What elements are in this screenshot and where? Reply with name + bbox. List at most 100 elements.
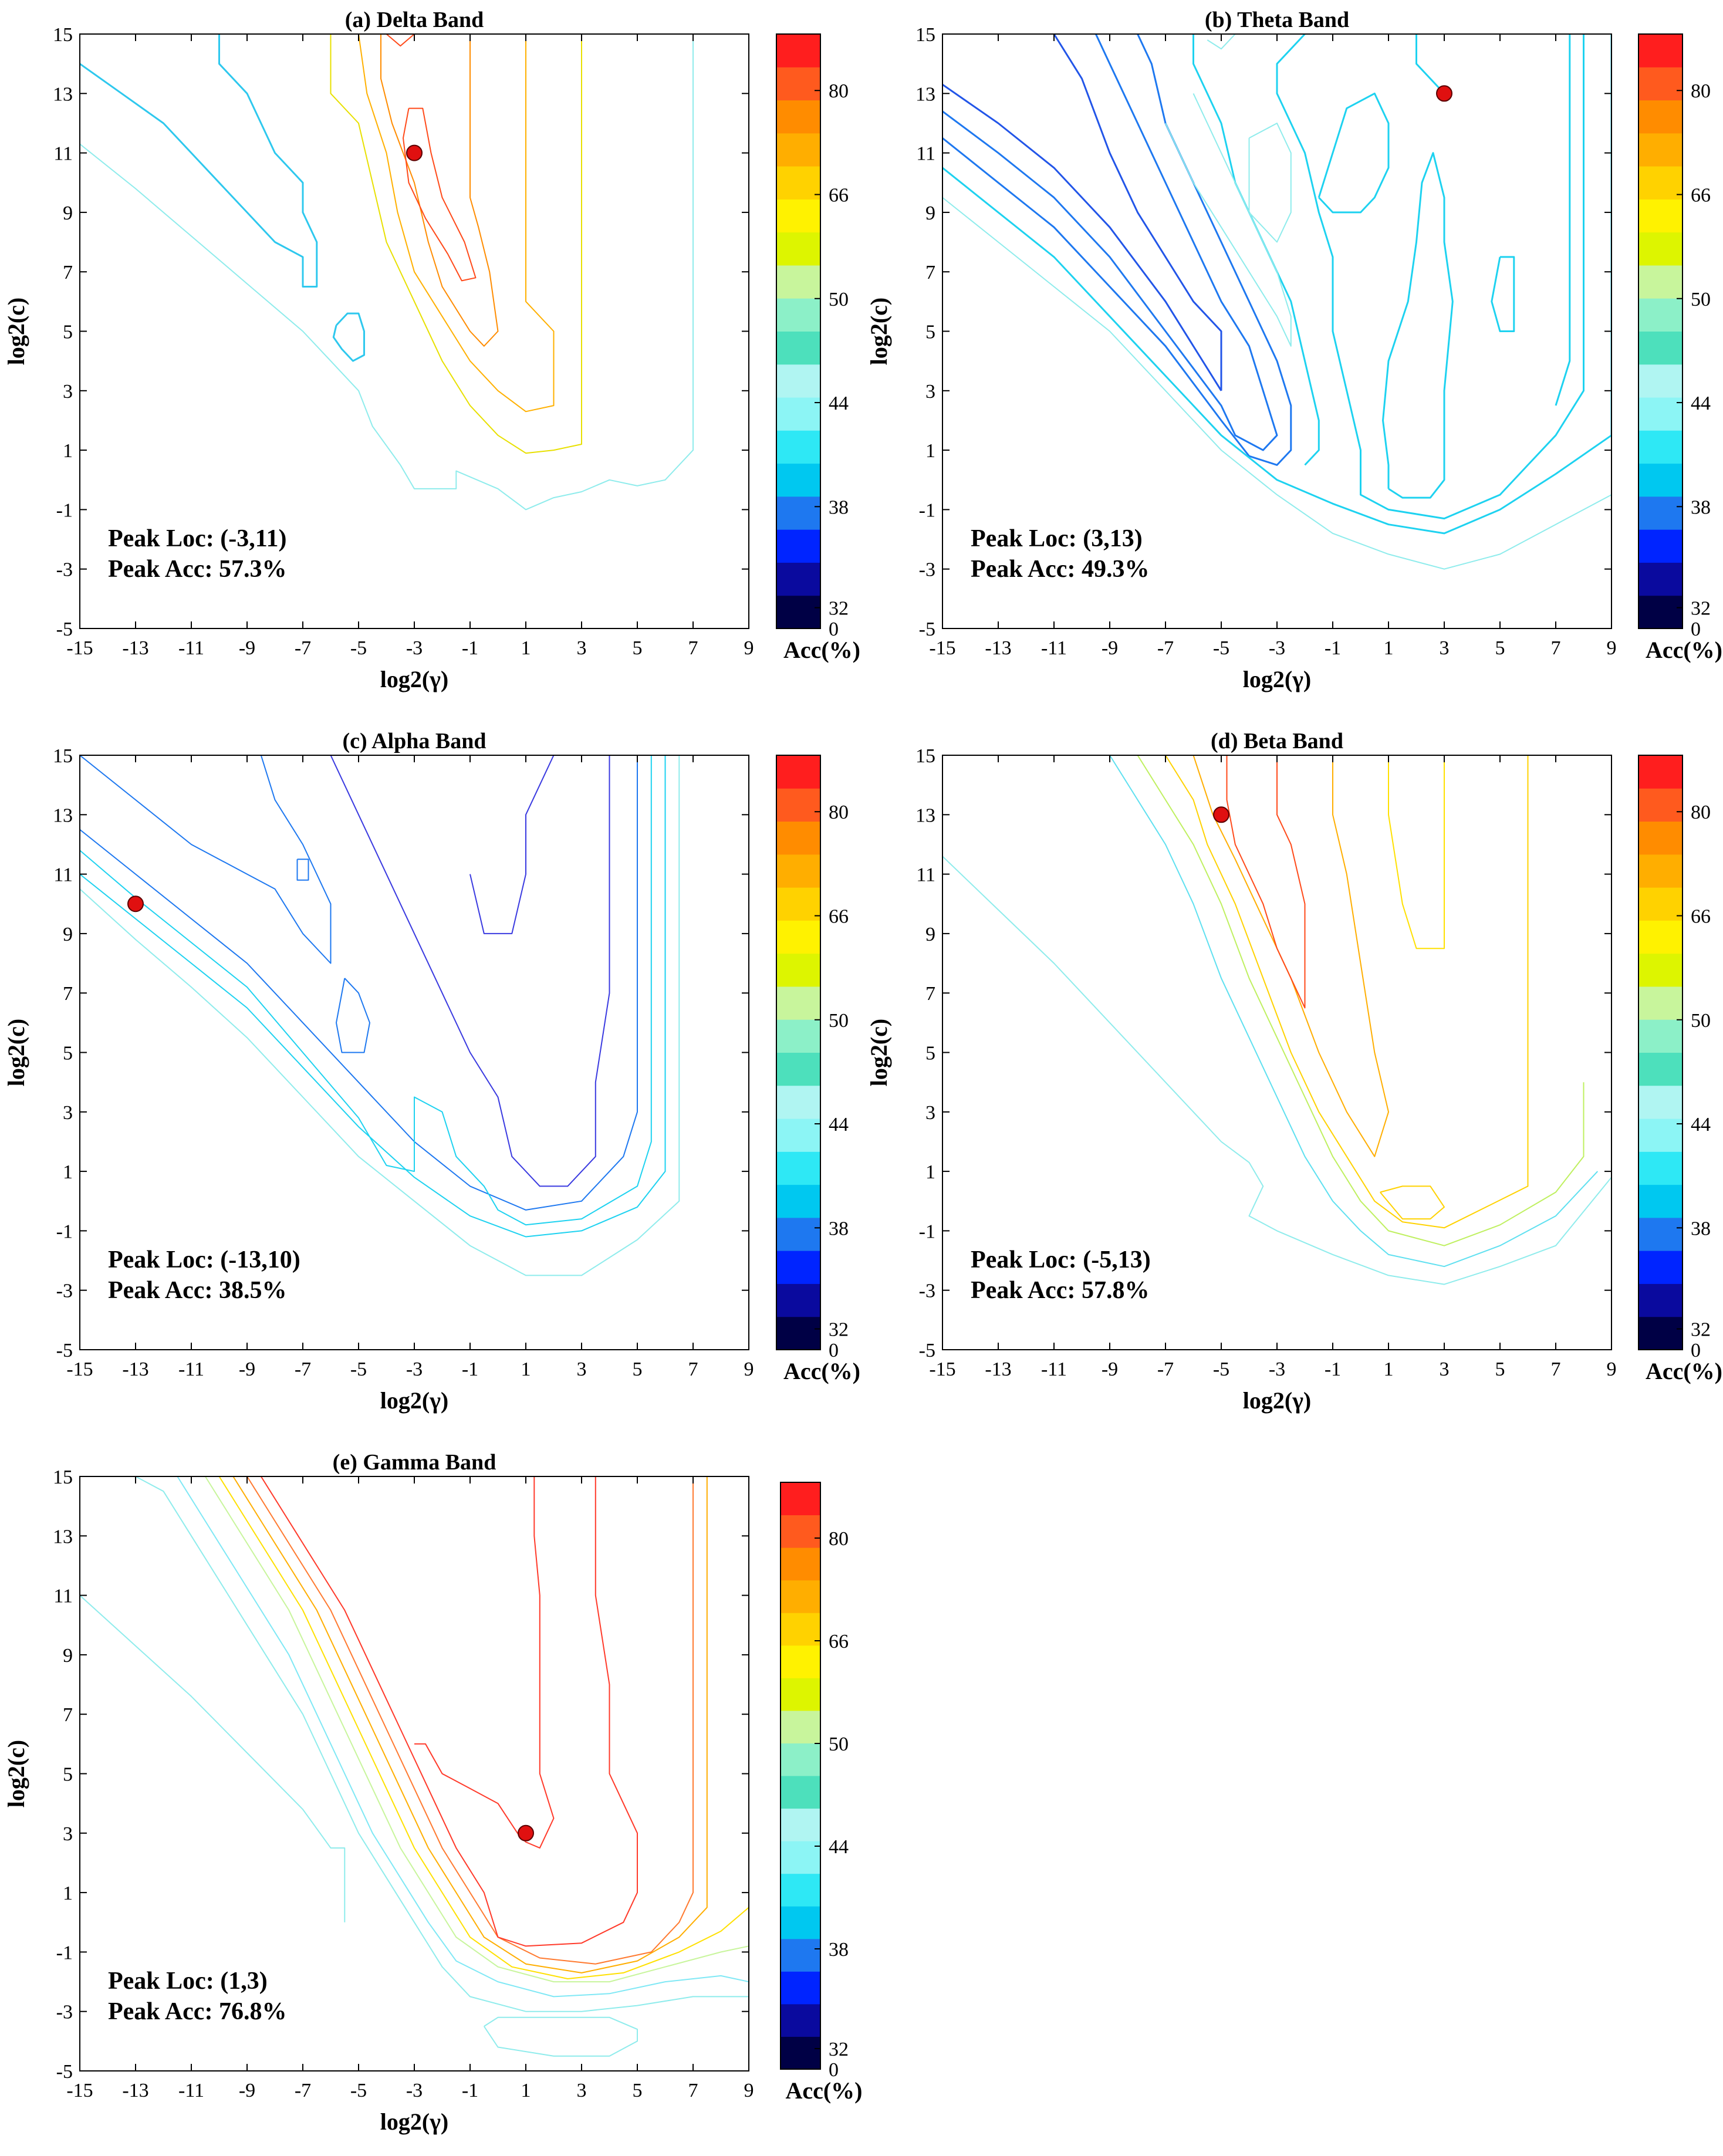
x-tick-label: 1 — [521, 637, 531, 659]
x-tick-label: 5 — [1495, 1359, 1505, 1380]
colorbar-segment — [776, 463, 820, 497]
contour-line-blue — [336, 978, 370, 1053]
colorbar-segment — [1638, 331, 1683, 365]
colorbar-segment — [781, 2003, 820, 2037]
colorbar-tick-label: 44 — [829, 1114, 849, 1136]
contour-line-red — [403, 107, 477, 282]
contour-line-light — [135, 1476, 749, 2012]
y-tick-label: -5 — [56, 619, 73, 640]
colorbar-tick-label: 66 — [829, 1631, 849, 1653]
colorbar-segment — [781, 1841, 820, 1874]
colorbar-segment — [1638, 1316, 1683, 1350]
colorbar-segment — [781, 1645, 820, 1678]
y-tick-label: 1 — [925, 440, 935, 462]
x-tick-label: -5 — [350, 2080, 367, 2101]
y-tick-label: 3 — [63, 1823, 73, 1845]
colorbar-segment — [1638, 199, 1683, 233]
colorbar-segment — [776, 265, 820, 299]
contour-line-yellow — [1388, 755, 1445, 949]
x-tick-label: -3 — [1269, 637, 1285, 659]
contour-line-yellow-green — [330, 34, 582, 454]
y-tick-label: -3 — [919, 559, 935, 581]
y-tick-label: 5 — [63, 1043, 73, 1065]
contour-line-light — [1207, 34, 1236, 50]
colorbar-tick-label: 0 — [1691, 619, 1701, 640]
peak-location-text: Peak Loc: (-3,11) — [108, 525, 286, 552]
y-tick-label: 3 — [925, 381, 935, 403]
contour-line-green — [1137, 755, 1585, 1246]
contour-line-cyan — [332, 312, 365, 362]
contour-line-blue — [80, 755, 332, 964]
x-axis-label: log2(γ) — [380, 666, 448, 692]
contour-line-cyan — [80, 755, 666, 1238]
colorbar-tick-label: 44 — [1691, 1114, 1711, 1136]
colorbar-segment — [776, 232, 820, 266]
x-tick-label: -3 — [406, 2080, 423, 2101]
contour-line-indigo — [330, 755, 610, 1187]
colorbar-tick-label: 80 — [1691, 802, 1711, 823]
x-tick-label: 1 — [521, 1359, 531, 1380]
colorbar-label: Acc(%) — [783, 1358, 860, 1384]
colorbar-tick-label: 80 — [829, 802, 849, 823]
contour-group — [80, 1476, 749, 2057]
contour-line-blue — [296, 859, 309, 881]
contour-line-light — [942, 197, 1611, 570]
y-tick-label: 7 — [925, 983, 935, 1005]
colorbar-segment — [776, 1217, 820, 1251]
colorbar-segment — [781, 1906, 820, 1939]
colorbar-segment — [781, 1971, 820, 2005]
contour-line-red — [414, 1476, 555, 1849]
y-tick-label: 5 — [63, 1764, 73, 1786]
contour-line-orange-red — [246, 1476, 694, 1965]
y-tick-label: 3 — [63, 1102, 73, 1124]
contour-line-light — [1165, 93, 1292, 347]
colorbar-segment — [1638, 430, 1683, 464]
y-tick-label: -5 — [56, 2061, 73, 2083]
contour-group — [942, 755, 1611, 1285]
colorbar-segment — [776, 331, 820, 365]
colorbar-segment — [1638, 100, 1683, 134]
x-tick-label: -11 — [1041, 637, 1067, 659]
colorbar-tick-label: 66 — [829, 906, 849, 928]
colorbar-segment — [776, 854, 820, 888]
x-tick-label: -5 — [1213, 1359, 1229, 1380]
x-tick-label: -11 — [178, 2080, 204, 2101]
chart-title: (d) Beta Band — [1211, 729, 1343, 753]
colorbar-segment — [776, 199, 820, 233]
colorbar-segment — [781, 1613, 820, 1646]
chart-panel-4: -15 -13 -11 -9 -7 -5 -3 -1 1 3 5 7 9-5-3-11357911131… — [866, 729, 1722, 1414]
colorbar-segment — [1638, 953, 1683, 987]
y-tick-label: -5 — [919, 1340, 935, 1361]
x-tick-label: 1 — [521, 2080, 531, 2101]
colorbar-tick-label: 66 — [829, 185, 849, 207]
y-tick-label: -1 — [919, 1221, 935, 1242]
y-tick-label: 11 — [916, 143, 935, 165]
y-tick-label: 1 — [925, 1161, 935, 1183]
colorbar-segment — [1638, 298, 1683, 332]
y-tick-label: -3 — [919, 1280, 935, 1302]
colorbar-segment — [781, 1515, 820, 1548]
y-tick-label: -5 — [919, 619, 935, 640]
contour-group — [942, 34, 1611, 570]
y-tick-label: 3 — [63, 381, 73, 403]
colorbar-segment — [1638, 67, 1683, 101]
colorbar-segment — [781, 1710, 820, 1743]
colorbar-tick-label: 80 — [829, 80, 849, 102]
colorbar-segment — [776, 1316, 820, 1350]
colorbar-segment — [1638, 1019, 1683, 1053]
x-tick-label: 3 — [577, 1359, 587, 1380]
colorbar-segment — [776, 887, 820, 921]
contour-line-yellow — [218, 1476, 749, 1979]
colorbar-tick-label: 32 — [829, 1319, 849, 1341]
y-tick-label: 9 — [63, 202, 73, 224]
colorbar-segment — [776, 529, 820, 563]
peak-location-text: Peak Loc: (1,3) — [108, 1968, 268, 1995]
colorbar-segment — [781, 1547, 820, 1581]
colorbar-segment — [776, 788, 820, 822]
x-axis-label: log2(γ) — [380, 1387, 448, 1414]
y-tick-label: -1 — [56, 499, 73, 521]
colorbar-segment — [776, 1251, 820, 1284]
y-tick-label: 1 — [63, 1883, 73, 1904]
colorbar-segment — [776, 166, 820, 200]
y-tick-label: 13 — [915, 805, 935, 826]
